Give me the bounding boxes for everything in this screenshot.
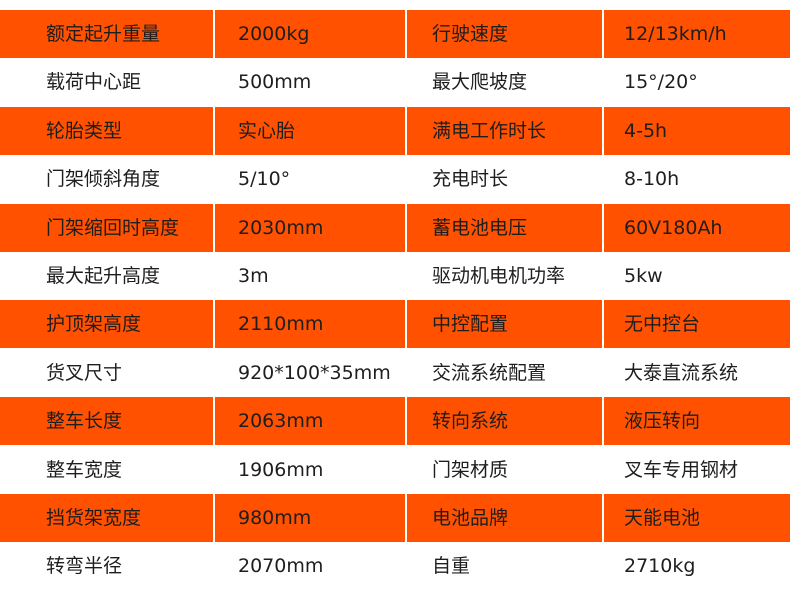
spec-label: 中控配置 [407,300,602,349]
spec-label: 整车宽度 [46,458,123,481]
spec-label: 交流系统配置 [432,361,547,384]
table-row: 门架倾斜角度 5/10° 充电时长 8-10h [0,155,790,203]
spec-value: 2030mm [215,203,405,252]
spec-label: 蓄电池电压 [407,203,602,252]
spec-label: 自重 [432,555,471,578]
spec-value: 叉车专用钢材 [624,458,739,481]
spec-value: 2710kg [624,555,696,578]
spec-value: 2000kg [215,10,405,58]
spec-value: 5kw [624,265,663,287]
spec-label: 挡货架宽度 [0,494,213,542]
spec-value: 500mm [238,71,312,94]
spec-label: 轮胎类型 [0,106,213,155]
spec-value: 天能电池 [604,494,790,542]
spec-value: 60V180Ah [604,203,790,252]
spec-label: 最大起升高度 [46,265,161,287]
spec-value: 8-10h [624,168,680,191]
spec-value: 3m [238,265,269,287]
table-row: 挡货架宽度 980mm 电池品牌 天能电池 [0,494,790,542]
spec-label: 货叉尺寸 [46,361,123,384]
spec-label: 额定起升重量 [0,10,213,58]
spec-label: 充电时长 [432,168,509,191]
spec-label: 转向系统 [407,397,602,446]
spec-label: 门架材质 [432,458,509,481]
spec-label: 最大爬坡度 [432,71,528,94]
spec-value: 920*100*35mm [238,361,391,384]
spec-label: 载荷中心距 [46,71,142,94]
spec-label: 门架缩回时高度 [0,203,213,252]
spec-label: 门架倾斜角度 [46,168,161,191]
spec-value: 15°/20° [624,71,698,94]
table-row: 护顶架高度 2110mm 中控配置 无中控台 [0,300,790,349]
spec-label: 满电工作时长 [407,106,602,155]
table-row: 转弯半径 2070mm 自重 2710kg [0,542,790,590]
spec-value: 2063mm [215,397,405,446]
spec-value: 无中控台 [604,300,790,349]
table-row: 轮胎类型 实心胎 满电工作时长 4-5h [0,106,790,155]
spec-value: 1906mm [238,458,324,481]
table-row: 门架缩回时高度 2030mm 蓄电池电压 60V180Ah [0,203,790,252]
table-row: 最大起升高度 3m 驱动机电机功率 5kw [0,252,790,300]
table-row: 额定起升重量 2000kg 行驶速度 12/13km/h [0,10,790,58]
spec-value: 5/10° [238,168,291,191]
spec-value: 液压转向 [604,397,790,446]
spec-value: 4-5h [604,106,790,155]
spec-value: 大泰直流系统 [624,361,739,384]
table-row: 整车长度 2063mm 转向系统 液压转向 [0,397,790,446]
spec-label: 驱动机电机功率 [432,265,566,287]
spec-label: 整车长度 [0,397,213,446]
table-row: 载荷中心距 500mm 最大爬坡度 15°/20° [0,58,790,106]
table-row: 整车宽度 1906mm 门架材质 叉车专用钢材 [0,446,790,494]
spec-value: 980mm [215,494,405,542]
spec-label: 行驶速度 [407,10,602,58]
spec-value: 2070mm [238,555,324,578]
spec-label: 转弯半径 [46,555,123,578]
spec-label: 护顶架高度 [0,300,213,349]
spec-value: 2110mm [215,300,405,349]
table-row: 货叉尺寸 920*100*35mm 交流系统配置 大泰直流系统 [0,349,790,397]
spec-label: 电池品牌 [407,494,602,542]
spec-value: 12/13km/h [604,10,790,58]
spec-value: 实心胎 [215,106,405,155]
